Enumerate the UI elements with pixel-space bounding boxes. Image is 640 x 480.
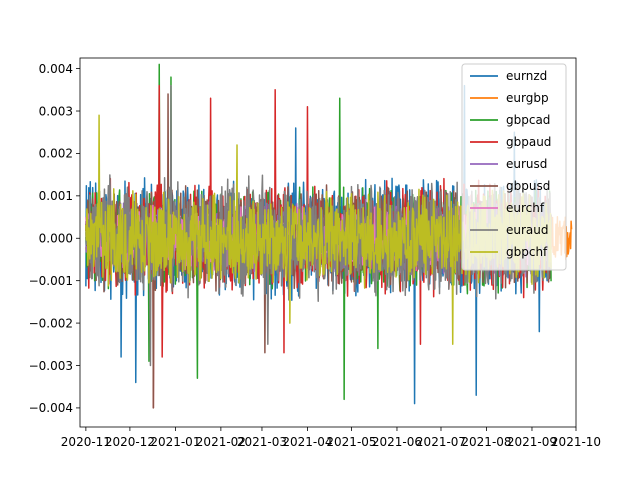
x-tick-label: 2021-06 bbox=[372, 435, 422, 449]
x-tick-label: 2021-08 bbox=[461, 435, 511, 449]
legend-label-gbpchf: gbpchf bbox=[506, 245, 548, 259]
legend-label-euraud: euraud bbox=[506, 223, 549, 237]
y-tick-label: 0.003 bbox=[39, 104, 73, 118]
y-tick-label: 0.004 bbox=[39, 62, 73, 76]
y-tick-label: 0.001 bbox=[39, 189, 73, 203]
x-tick-label: 2021-07 bbox=[416, 435, 466, 449]
legend: eurnzd eurgbp gbpcad gbpaud eurusd gbpusd eurc… bbox=[461, 63, 567, 271]
y-tick-label: −0.002 bbox=[29, 316, 73, 330]
y-tick-label: −0.003 bbox=[29, 359, 73, 373]
x-tick-label: 2021-05 bbox=[326, 435, 376, 449]
legend-label-gbpcad: gbpcad bbox=[506, 113, 550, 127]
legend-label-gbpaud: gbpaud bbox=[506, 135, 551, 149]
legend-box bbox=[461, 63, 567, 271]
x-tick-label: 2021-10 bbox=[551, 435, 601, 449]
x-tick-label: 2021-02 bbox=[196, 435, 246, 449]
x-tick-label: 2021-01 bbox=[150, 435, 200, 449]
legend-label-gbpusd: gbpusd bbox=[506, 179, 550, 193]
x-tick-label: 2020-12 bbox=[105, 435, 155, 449]
legend-label-eurusd: eurusd bbox=[506, 157, 547, 171]
y-tick-label: −0.001 bbox=[29, 274, 73, 288]
y-tick-label: −0.004 bbox=[29, 401, 73, 415]
y-tick-label: 0.002 bbox=[39, 147, 73, 161]
plot-frame bbox=[79, 57, 577, 428]
x-tick-label: 2020-11 bbox=[61, 435, 111, 449]
x-axis: 2020-112020-122021-012021-022021-032021-… bbox=[61, 427, 601, 449]
legend-label-eurgbp: eurgbp bbox=[506, 91, 549, 105]
y-tick-label: 0.000 bbox=[39, 232, 73, 246]
x-tick-label: 2021-09 bbox=[507, 435, 557, 449]
legend-label-eurnzd: eurnzd bbox=[506, 69, 547, 83]
x-tick-label: 2021-04 bbox=[282, 435, 332, 449]
x-tick-label: 2021-03 bbox=[237, 435, 287, 449]
legend-label-eurchf: eurchf bbox=[506, 201, 545, 215]
y-axis: 0.004 0.003 0.002 0.001 0.000 −0.001 −0.002 −0.… bbox=[29, 62, 80, 415]
